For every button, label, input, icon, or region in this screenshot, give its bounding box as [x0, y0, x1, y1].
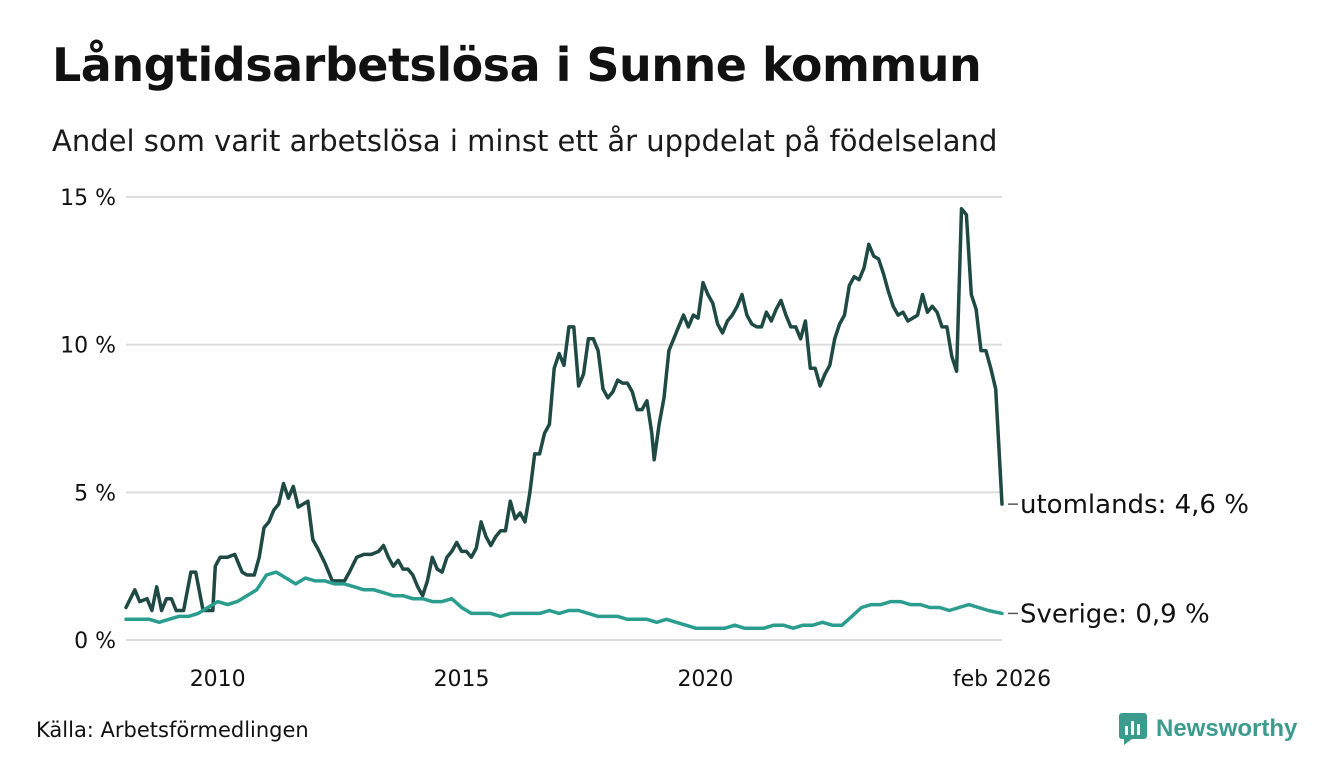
series-line-utomlands: [124, 207, 1004, 613]
newsworthy-logo-icon: [1119, 713, 1147, 745]
x-tick-label: feb 2026: [953, 667, 1051, 692]
y-tick-label: 5 %: [74, 481, 116, 506]
series-line-sverige: [124, 570, 1004, 630]
x-tick-label: 2010: [190, 667, 246, 692]
chart-subtitle: Andel som varit arbetslösa i minst ett å…: [52, 124, 998, 158]
y-tick-label: 0 %: [74, 629, 116, 654]
brand-logo[interactable]: Newsworthy: [1118, 712, 1297, 746]
end-label-sverige: Sverige: 0,9 %: [1020, 599, 1210, 629]
y-tick-label: 15 %: [60, 186, 116, 211]
source-note: Källa: Arbetsförmedlingen: [36, 718, 309, 742]
chart-title: Långtidsarbetslösa i Sunne kommun: [52, 38, 982, 92]
end-label-utomlands: utomlands: 4,6 %: [1020, 490, 1249, 520]
x-tick-label: 2015: [434, 667, 490, 692]
x-tick-label: 2020: [677, 667, 733, 692]
brand-name: Newsworthy: [1156, 715, 1298, 742]
y-tick-label: 10 %: [60, 334, 116, 359]
